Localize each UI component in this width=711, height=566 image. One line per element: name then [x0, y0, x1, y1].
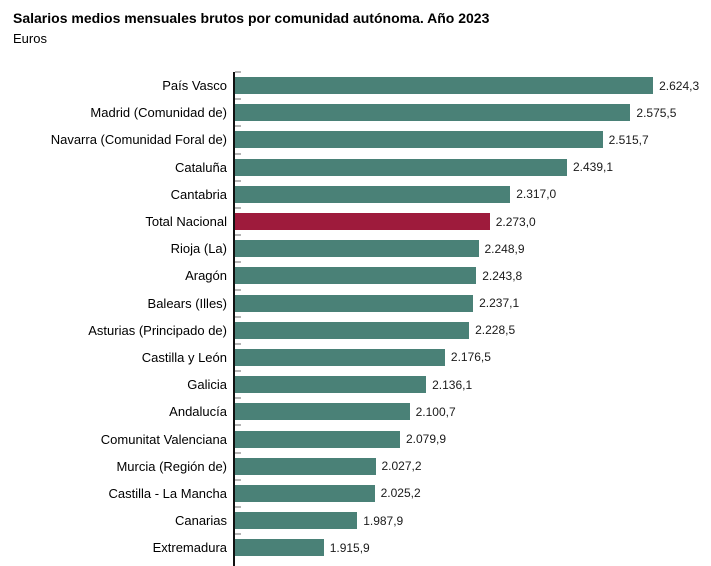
value-bar: [235, 430, 400, 448]
category-label: País Vasco: [162, 78, 227, 94]
chart-row: Andalucía 2.100,7: [0, 397, 711, 425]
chart-row: Cantabria 2.317,0: [0, 179, 711, 208]
value-bar: [235, 131, 603, 149]
chart-row: Asturias (Principado de) 2.228,5: [0, 315, 711, 344]
value-bar: [235, 213, 490, 231]
bar-cell: 1.915,9: [235, 533, 711, 561]
bar-cell: 2.136,1: [235, 370, 711, 398]
value-bar: [235, 484, 375, 502]
category-label: Canarias: [174, 513, 227, 529]
value-bar: [235, 294, 474, 312]
bar-cell: 2.027,2: [235, 451, 711, 480]
category-label: Total Nacional: [145, 214, 227, 230]
category-label: Castilla y León: [141, 349, 227, 365]
category-label: Extremadura: [152, 540, 227, 556]
category-label: Cataluña: [174, 159, 227, 175]
value-label: 2.439,1: [573, 160, 614, 175]
value-label: 2.248,9: [484, 241, 525, 256]
value-bar: [235, 376, 427, 394]
bar-cell: 2.317,0: [235, 179, 711, 208]
category-label: Comunitat Valenciana: [100, 431, 227, 447]
category-label: Murcia (Región de): [116, 458, 227, 474]
value-label: 2.079,9: [406, 432, 447, 447]
category-label: Aragón: [185, 268, 227, 284]
chart-row: Balears (Illes) 2.237,1: [0, 288, 711, 317]
value-bar: [235, 104, 631, 122]
y-axis: [233, 72, 235, 566]
chart-row: Navarra (Comunidad Foral de) 2.515,7: [0, 125, 711, 153]
chart-row: Madrid (Comunidad de) 2.575,5: [0, 98, 711, 126]
chart-header: Salarios medios mensuales brutos por com…: [13, 10, 701, 46]
bar-cell: 2.515,7: [235, 125, 711, 153]
category-label: Balears (Illes): [147, 295, 227, 311]
chart-row: Aragón 2.243,8: [0, 261, 711, 289]
value-bar: [235, 512, 358, 530]
value-label: 2.027,2: [381, 459, 422, 474]
bar-cell: 2.100,7: [235, 397, 711, 425]
chart-row: Total Nacional 2.273,0: [0, 206, 711, 235]
value-label: 2.575,5: [636, 105, 677, 120]
chart-row: Canarias 1.987,9: [0, 505, 711, 534]
bar-cell: 2.575,5: [235, 98, 711, 126]
bar-chart: País Vasco 2.624,3 Madrid (Comunidad de)…: [0, 70, 711, 566]
category-label: Madrid (Comunidad de): [90, 105, 227, 121]
chart-row: Extremadura 1.915,9: [0, 533, 711, 561]
page-subtitle: Euros: [13, 30, 47, 46]
category-label: Asturias (Principado de): [88, 322, 227, 338]
category-label: Castilla - La Mancha: [108, 485, 228, 501]
value-bar: [235, 457, 376, 475]
value-bar: [235, 403, 410, 421]
bar-cell: 2.079,9: [235, 424, 711, 452]
category-label: Navarra (Comunidad Foral de): [50, 132, 227, 148]
bar-cell: 2.248,9: [235, 234, 711, 262]
chart-row: Comunitat Valenciana 2.079,9: [0, 424, 711, 452]
value-bar: [235, 267, 477, 285]
chart-row: Castilla y León 2.176,5: [0, 342, 711, 371]
value-bar: [235, 240, 479, 258]
value-bar: [235, 539, 324, 557]
value-label: 2.100,7: [415, 404, 456, 419]
value-label: 1.915,9: [329, 540, 370, 555]
bar-cell: 2.228,5: [235, 315, 711, 344]
category-label: Andalucía: [169, 404, 227, 420]
value-bar: [235, 77, 654, 95]
value-label: 2.624,3: [659, 78, 700, 93]
category-label: Galicia: [187, 377, 227, 393]
value-label: 2.243,8: [482, 268, 523, 283]
chart-row: Murcia (Región de) 2.027,2: [0, 451, 711, 480]
value-label: 2.515,7: [608, 132, 649, 147]
chart-row: Rioja (La) 2.248,9: [0, 234, 711, 262]
value-label: 2.228,5: [475, 323, 516, 338]
bar-cell: 2.237,1: [235, 288, 711, 317]
bar-cell: 2.176,5: [235, 342, 711, 371]
value-bar: [235, 348, 445, 366]
value-label: 1.987,9: [363, 513, 404, 528]
chart-row: Cataluña 2.439,1: [0, 152, 711, 181]
value-label: 2.237,1: [479, 296, 520, 311]
value-label: 2.025,2: [380, 486, 421, 501]
page-title: Salarios medios mensuales brutos por com…: [13, 10, 490, 26]
chart-rows: País Vasco 2.624,3 Madrid (Comunidad de)…: [0, 70, 711, 561]
value-label: 2.317,0: [516, 187, 557, 202]
bar-cell: 1.987,9: [235, 505, 711, 534]
value-bar: [235, 321, 470, 339]
bar-cell: 2.273,0: [235, 206, 711, 235]
value-bar: [235, 158, 567, 176]
value-label: 2.176,5: [450, 350, 491, 365]
value-label: 2.273,0: [495, 214, 536, 229]
bar-cell: 2.439,1: [235, 152, 711, 181]
bar-cell: 2.624,3: [235, 70, 711, 99]
axis-end-tick: [235, 71, 711, 76]
chart-row: Galicia 2.136,1: [0, 370, 711, 398]
bar-cell: 2.025,2: [235, 478, 711, 507]
chart-row: País Vasco 2.624,3: [0, 70, 711, 99]
value-bar: [235, 185, 511, 203]
category-label: Cantabria: [170, 186, 227, 202]
value-label: 2.136,1: [432, 377, 473, 392]
bar-cell: 2.243,8: [235, 261, 711, 289]
category-label: Rioja (La): [170, 241, 227, 257]
chart-row: Castilla - La Mancha 2.025,2: [0, 478, 711, 507]
